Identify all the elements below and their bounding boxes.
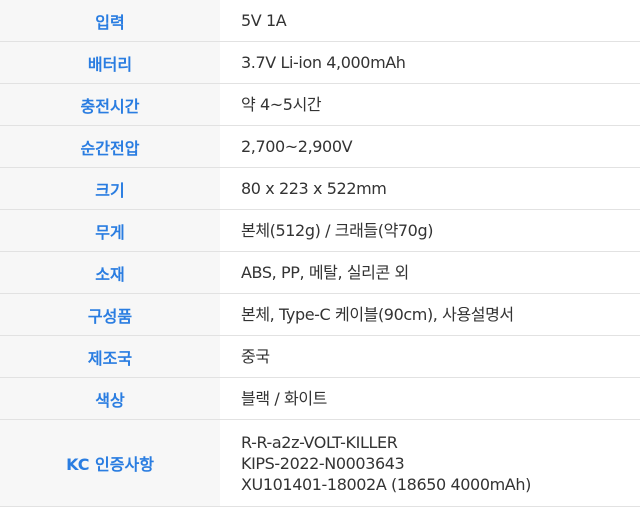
spec-label: 색상 [0,377,220,420]
spec-row: 소재 ABS, PP, 메탈, 실리콘 외 [0,251,640,294]
spec-value-line: 80 x 223 x 522mm [241,179,387,198]
spec-label: 구성품 [0,293,220,336]
spec-value-line: ABS, PP, 메탈, 실리콘 외 [241,263,409,282]
spec-value: 약 4~5시간 [220,83,640,126]
spec-row: 크기 80 x 223 x 522mm [0,167,640,210]
spec-value-line: 블랙 / 화이트 [241,389,327,408]
spec-value: 80 x 223 x 522mm [220,167,640,210]
spec-row: 구성품 본체, Type-C 케이블(90cm), 사용설명서 [0,293,640,336]
spec-value: 본체(512g) / 크래들(약70g) [220,209,640,252]
spec-value: 5V 1A [220,0,640,42]
spec-row: 입력 5V 1A [0,0,640,42]
spec-value-line: KIPS-2022-N0003643 [241,453,405,473]
spec-value-line: 5V 1A [241,11,287,30]
spec-row: 제조국 중국 [0,335,640,378]
spec-value: R-R-a2z-VOLT-KILLER KIPS-2022-N0003643 XU1… [220,419,640,507]
spec-value-line: 본체, Type-C 케이블(90cm), 사용설명서 [241,305,514,324]
spec-label: 충전시간 [0,83,220,126]
spec-row: 순간전압 2,700~2,900V [0,125,640,168]
spec-label: 배터리 [0,41,220,84]
spec-value: 블랙 / 화이트 [220,377,640,420]
spec-row: 무게 본체(512g) / 크래들(약70g) [0,209,640,252]
spec-row: 충전시간 약 4~5시간 [0,83,640,126]
spec-value-line: 3.7V Li-ion 4,000mAh [241,53,406,72]
spec-value-line: 본체(512g) / 크래들(약70g) [241,221,434,240]
spec-label: 입력 [0,0,220,42]
spec-value: 본체, Type-C 케이블(90cm), 사용설명서 [220,293,640,336]
spec-label: KC 인증사항 [0,419,220,507]
spec-value: 중국 [220,335,640,378]
spec-value-line: 중국 [241,347,270,366]
spec-value: 3.7V Li-ion 4,000mAh [220,41,640,84]
spec-row: 배터리 3.7V Li-ion 4,000mAh [0,41,640,84]
spec-value: ABS, PP, 메탈, 실리콘 외 [220,251,640,294]
spec-label: 무게 [0,209,220,252]
spec-label: 제조국 [0,335,220,378]
spec-value-line: 2,700~2,900V [241,137,353,156]
spec-value: 2,700~2,900V [220,125,640,168]
spec-row: KC 인증사항 R-R-a2z-VOLT-KILLER KIPS-2022-N000… [0,419,640,507]
spec-row: 색상 블랙 / 화이트 [0,377,640,420]
spec-value-line: XU101401-18002A (18650 4000mAh) [241,474,531,494]
spec-value-line: R-R-a2z-VOLT-KILLER [241,432,398,452]
spec-value-line: 약 4~5시간 [241,95,322,114]
spec-label: 순간전압 [0,125,220,168]
spec-label: 크기 [0,167,220,210]
spec-label: 소재 [0,251,220,294]
